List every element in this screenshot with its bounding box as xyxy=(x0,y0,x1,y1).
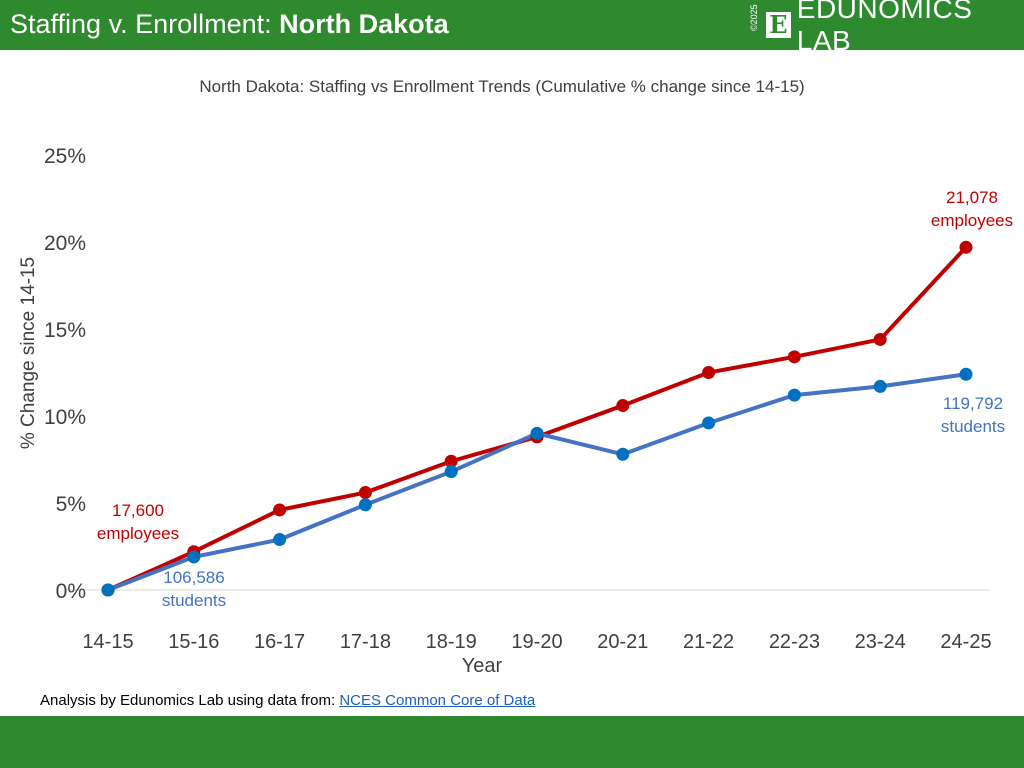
staff-point xyxy=(702,366,716,379)
y-tick-label: 15% xyxy=(44,319,86,342)
x-tick-label: 19-20 xyxy=(511,631,562,653)
x-tick-label: 15-16 xyxy=(168,631,219,653)
x-tick-label: 16-17 xyxy=(254,631,305,653)
source-link[interactable]: NCES Common Core of Data xyxy=(339,692,536,709)
edunomics-logo: ©2025 E EDUNOMICS LAB xyxy=(748,0,1024,56)
x-tick-label: 20-21 xyxy=(597,631,648,653)
header-bar: Staffing v. Enrollment: North Dakota ©20… xyxy=(0,0,1024,56)
students-end-label: students xyxy=(941,417,1005,436)
x-tick-label: 14-15 xyxy=(82,631,133,653)
title-state: North Dakota xyxy=(279,9,449,39)
students-start-label: 106,586 xyxy=(163,568,224,587)
chart-title: North Dakota: Staffing vs Enrollment Tre… xyxy=(199,77,804,96)
y-tick-label: 5% xyxy=(56,493,86,516)
staff-point xyxy=(959,240,973,254)
staff-point xyxy=(444,454,458,468)
students-point xyxy=(273,533,287,547)
x-axis-title: Year xyxy=(462,655,503,677)
students-point xyxy=(101,583,115,597)
students-line xyxy=(107,372,967,592)
x-tick-label: 23-24 xyxy=(855,631,906,653)
students-point xyxy=(787,388,801,402)
x-tick-label: 24-25 xyxy=(940,631,991,653)
staff-point xyxy=(273,503,287,517)
title-prefix: Staffing v. Enrollment: xyxy=(10,9,280,39)
staff-start-label: employees xyxy=(97,524,179,543)
y-axis-title: % Change since 14-15 xyxy=(18,257,39,449)
students-point xyxy=(358,498,372,512)
line-chart: North Dakota: Staffing vs Enrollment Tre… xyxy=(18,77,1013,677)
students-start-label: students xyxy=(162,591,226,610)
x-tick-label: 21-22 xyxy=(683,631,734,653)
students-point xyxy=(702,416,716,430)
page-title: Staffing v. Enrollment: North Dakota xyxy=(10,9,449,40)
students-point xyxy=(873,379,887,393)
source-prefix: Analysis by Edunomics Lab using data fro… xyxy=(40,692,340,709)
y-tick-label: 25% xyxy=(44,145,86,168)
x-tick-label: 18-19 xyxy=(426,631,477,653)
students-point xyxy=(530,426,544,440)
y-tick-label: 0% xyxy=(56,580,86,603)
footer-bar xyxy=(0,716,1024,768)
logo-mark: E xyxy=(766,12,791,38)
staff-point xyxy=(616,399,630,413)
y-tick-label: 10% xyxy=(44,406,86,429)
staff-point xyxy=(358,486,372,500)
x-tick-label: 17-18 xyxy=(340,631,391,653)
students-point xyxy=(187,550,201,564)
source-note: Analysis by Edunomics Lab using data fro… xyxy=(40,692,535,709)
y-tick-label: 20% xyxy=(44,232,86,255)
students-end-label: 119,792 xyxy=(943,394,1003,413)
students-point xyxy=(959,367,973,381)
staff-start-label: 17,600 xyxy=(112,501,164,520)
staff-point xyxy=(873,332,887,346)
students-point xyxy=(444,465,458,479)
x-tick-label: 22-23 xyxy=(769,631,820,653)
staff-line xyxy=(107,245,968,592)
staff-point xyxy=(787,350,801,364)
students-point xyxy=(616,447,630,461)
staff-end-label: employees xyxy=(931,211,1013,230)
staff-end-label: 21,078 xyxy=(946,188,998,207)
logo-name: EDUNOMICS LAB xyxy=(796,0,973,56)
